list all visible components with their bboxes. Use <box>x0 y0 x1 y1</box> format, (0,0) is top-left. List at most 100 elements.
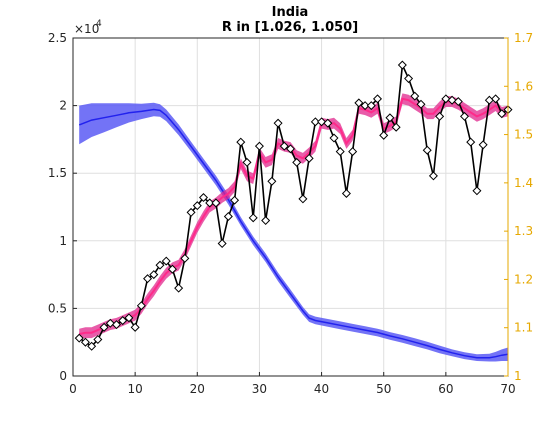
observed-point <box>167 264 177 274</box>
observed-point <box>472 186 482 196</box>
observed-point <box>93 334 103 345</box>
observed-point <box>80 337 90 347</box>
observed-point <box>435 111 445 121</box>
observed-point <box>99 322 109 332</box>
observed-point <box>391 122 401 132</box>
x-tick-label: 30 <box>252 382 267 396</box>
observed-point <box>230 195 240 205</box>
y-right-tick-label: 1.6 <box>514 79 533 93</box>
x-tick-label: 10 <box>128 382 143 396</box>
observed-point <box>329 133 339 143</box>
observed-point <box>366 101 376 111</box>
y-right-tick-label: 1.4 <box>514 176 533 190</box>
observed-point <box>186 207 196 217</box>
observed-series <box>74 60 513 351</box>
observed-point <box>118 316 128 326</box>
y-left-tick-label: 1 <box>59 234 67 248</box>
observed-point <box>279 141 289 151</box>
observed-point <box>248 213 258 223</box>
observed-point <box>136 301 146 311</box>
observed-point <box>441 94 451 104</box>
x-tick-label: 20 <box>190 382 205 396</box>
x-tick-label: 70 <box>500 382 515 396</box>
observed-point <box>124 313 134 323</box>
observed-point <box>459 111 470 121</box>
y-right-tick-label: 1.1 <box>514 321 533 335</box>
observed-point <box>317 117 327 127</box>
observed-point <box>453 97 463 107</box>
observed-point <box>192 201 202 211</box>
observed-point <box>428 171 438 181</box>
fit-series <box>78 93 509 340</box>
y-left-tick-label: 2.5 <box>48 31 67 45</box>
y-right-tick-label: 1.3 <box>514 224 533 238</box>
observed-point <box>292 157 302 167</box>
observed-point <box>404 74 414 84</box>
observed-point <box>285 144 296 154</box>
y-left-tick-label: 2 <box>59 99 67 113</box>
chart-title: India <box>272 5 309 20</box>
y-left-tick-label: 0 <box>59 369 67 383</box>
observed-point <box>466 137 476 147</box>
fit-line <box>78 97 509 336</box>
y-right-tick-label: 1.5 <box>514 128 533 142</box>
observed-point <box>143 274 153 284</box>
observed-point <box>310 117 320 127</box>
y-left-exponent-base: ×10 <box>74 22 99 36</box>
observed-point <box>211 198 221 208</box>
observed-line <box>78 61 509 348</box>
observed-point <box>105 318 115 328</box>
observed-point <box>217 238 227 249</box>
observed-point <box>304 153 314 163</box>
observed-point <box>341 188 351 198</box>
observed-point <box>155 260 165 270</box>
observed-point <box>111 320 122 330</box>
y-left-tick-label: 0.5 <box>48 301 67 315</box>
observed-point <box>422 145 432 155</box>
observed-point <box>205 198 215 208</box>
observed-point <box>335 147 345 157</box>
observed-point <box>478 140 488 150</box>
observed-point <box>236 137 246 147</box>
observed-point <box>410 91 420 101</box>
observed-point <box>354 98 364 108</box>
chart-subtitle: R in [1.026, 1.050] <box>222 20 358 35</box>
observed-point <box>267 176 277 186</box>
observed-point <box>298 194 308 204</box>
y-right-tick-label: 1.2 <box>514 272 533 286</box>
r-line <box>78 108 509 359</box>
observed-point <box>223 211 233 221</box>
observed-point <box>242 157 252 167</box>
x-tick-label: 0 <box>69 382 77 396</box>
observed-point <box>87 341 97 351</box>
observed-point <box>372 94 383 104</box>
y-left-tick-label: 1.5 <box>48 166 67 180</box>
observed-point <box>491 94 501 104</box>
observed-point <box>397 60 407 70</box>
observed-point <box>254 141 264 151</box>
observed-point <box>497 109 507 119</box>
observed-point <box>161 256 171 266</box>
r-series <box>78 102 509 362</box>
observed-point <box>198 193 209 203</box>
observed-point <box>379 130 389 140</box>
axes: 0 10 20 30 40 50 60 70 0 0.5 1 1.5 2 2.5 1 1.1 1.2 1.3 1.4… <box>48 31 533 396</box>
observed-point <box>74 333 84 343</box>
observed-point <box>130 322 140 332</box>
observed-point <box>180 253 190 263</box>
observed-point <box>416 99 426 109</box>
observed-point <box>149 270 159 280</box>
observed-point <box>348 147 358 157</box>
x-tick-label: 40 <box>314 382 329 396</box>
observed-point <box>174 283 184 293</box>
y-left-exponent: 4 <box>96 19 102 29</box>
x-tick-label: 50 <box>376 382 391 396</box>
x-tick-label: 60 <box>438 382 453 396</box>
y-right-tick-label: 1 <box>514 369 522 383</box>
y-right-tick-label: 1.7 <box>514 31 533 45</box>
observed-point <box>447 95 457 105</box>
observed-point <box>273 118 283 128</box>
observed-point <box>385 113 395 123</box>
